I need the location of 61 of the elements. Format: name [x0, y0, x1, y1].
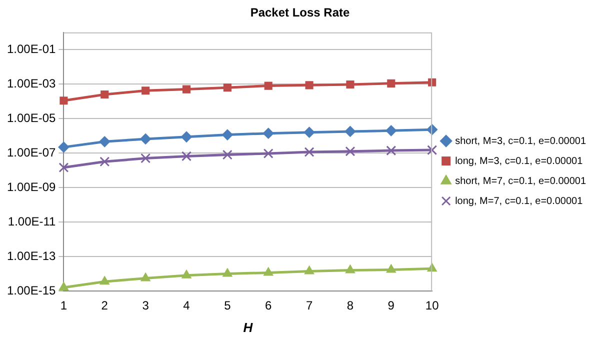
point	[58, 162, 69, 173]
legend-label: long, M=3, c=0.1, e=0.00001	[455, 156, 584, 167]
x-tick-label: 10	[425, 298, 440, 313]
point	[180, 131, 192, 142]
x-tick-label: 9	[388, 298, 395, 313]
point	[100, 276, 110, 285]
point	[387, 79, 396, 88]
x-tick-label: 4	[183, 298, 190, 313]
point	[140, 133, 152, 144]
y-tick-label: 1.00E-05	[7, 110, 56, 125]
legend-label: short, M=3, c=0.1, e=0.00001	[455, 136, 586, 147]
point	[264, 267, 274, 276]
x-tick-label: 2	[101, 298, 108, 313]
y-tick-label: 1.00E-15	[7, 283, 56, 298]
point	[140, 153, 151, 164]
y-tick-label: 1.00E-11	[8, 214, 56, 228]
point	[304, 126, 315, 138]
point	[386, 146, 396, 156]
point	[304, 147, 314, 158]
point	[264, 82, 272, 90]
point	[58, 142, 70, 153]
point	[100, 156, 110, 167]
point	[223, 84, 232, 92]
point	[345, 264, 356, 274]
y-tick-label: 1.00E-09	[7, 180, 56, 194]
point	[60, 96, 68, 105]
x-tick-label: 5	[224, 298, 232, 313]
y-tick-label: 1.00E-03	[7, 76, 56, 90]
x-tick-label: 8	[346, 298, 354, 313]
point	[182, 270, 192, 278]
point	[304, 266, 314, 274]
point	[100, 90, 109, 99]
x-tick-label: 6	[265, 298, 272, 313]
point	[346, 80, 354, 89]
x-axis-title: H	[243, 320, 254, 335]
point	[345, 146, 356, 156]
point	[263, 148, 274, 158]
point	[305, 81, 314, 90]
point	[99, 136, 110, 148]
legend-label: long, M=7, c=0.1, e=0.00001	[455, 196, 584, 207]
point	[386, 264, 396, 273]
point	[222, 268, 232, 277]
point	[182, 151, 192, 162]
point	[58, 282, 69, 290]
y-tick-label: 1.00E-07	[7, 145, 56, 160]
point	[262, 128, 274, 139]
point	[142, 86, 150, 95]
legend-label: short, M=7, c=0.1, e=0.00001	[455, 176, 586, 187]
point	[222, 150, 232, 160]
x-tick-label: 7	[306, 298, 313, 313]
point	[344, 126, 356, 137]
chart-title: Packet Loss Rate	[250, 6, 350, 20]
point	[386, 125, 397, 136]
y-tick-label: 1.00E-01	[7, 42, 56, 56]
point	[182, 85, 191, 94]
y-tick-label: 1.00E-13	[7, 248, 56, 263]
point	[140, 272, 150, 282]
x-tick-label: 3	[142, 298, 150, 313]
x-tick-label: 1	[60, 298, 68, 313]
point	[222, 129, 233, 140]
point	[427, 145, 438, 156]
